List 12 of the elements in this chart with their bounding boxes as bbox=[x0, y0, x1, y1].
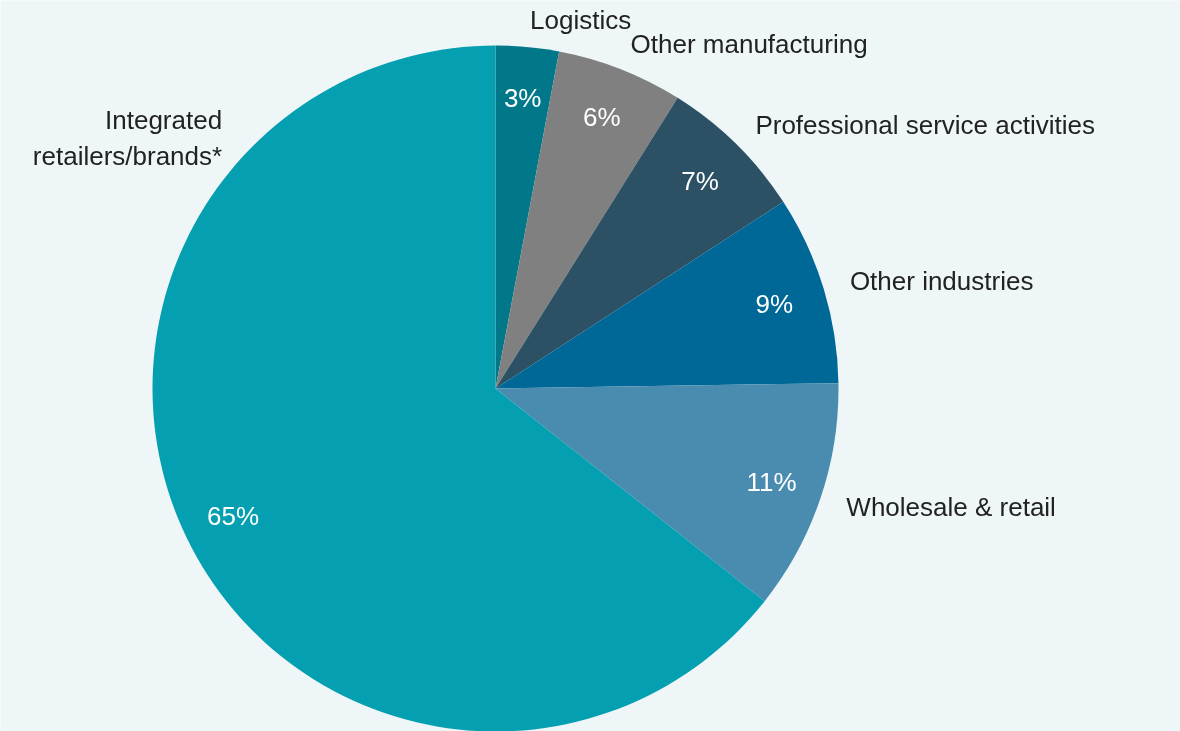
slice-label: Logistics bbox=[530, 4, 632, 35]
data-label: 3% bbox=[503, 83, 542, 114]
data-label: 11% bbox=[746, 467, 797, 498]
data-label: 65% bbox=[207, 500, 260, 531]
slice-label: Professional service activities bbox=[755, 109, 1095, 140]
data-label: 7% bbox=[681, 165, 719, 196]
slice-label: Other industries bbox=[849, 265, 1034, 296]
data-label: 6% bbox=[583, 102, 621, 133]
slice-label: Integrated retailers/brands* bbox=[32, 105, 223, 172]
slice-label: Wholesale & retail bbox=[846, 492, 1056, 523]
slice-label: Other manufacturing bbox=[630, 28, 868, 59]
data-label: 9% bbox=[755, 288, 794, 319]
